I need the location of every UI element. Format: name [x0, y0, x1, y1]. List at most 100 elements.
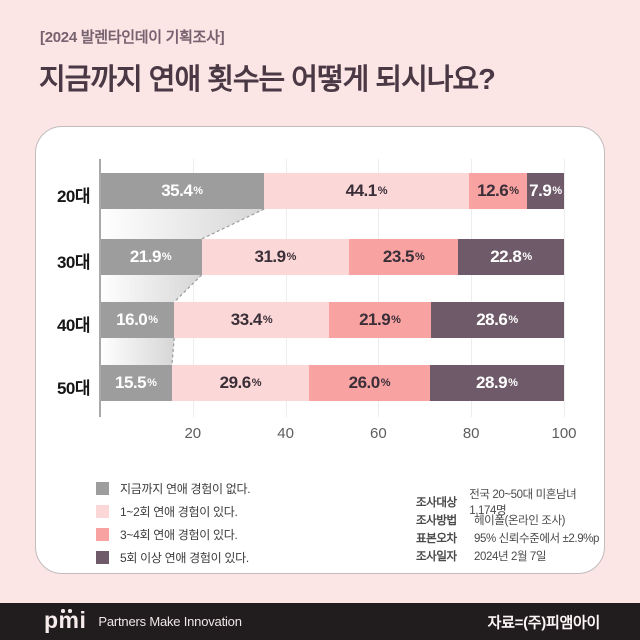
segment-percent-sign: % [262, 314, 273, 326]
gridline [564, 159, 565, 417]
footer-tagline: Partners Make Innovation [98, 614, 242, 629]
segment-value: 28.6 [476, 310, 508, 329]
segment-percent-sign: % [161, 251, 172, 263]
category-label: 40대 [56, 316, 91, 335]
segment-percent-sign: % [148, 314, 159, 326]
survey-info-value: 전국 20~50대 미혼남녀 1,174명 [469, 489, 577, 517]
x-tick-label: 80 [462, 425, 480, 442]
chart-legend: 지금까지 연애 경험이 없다. 1~2회 연애 경험이 있다. 3~4회 연애 경험… [96, 477, 251, 569]
segment-value: 44.1 [345, 181, 378, 200]
chart-card: 35.4% 44.1% 12.6% 7.9% 21.9% 31.9% 23.5% 22.8% 1… [35, 126, 605, 574]
survey-info-row: 표본오차 95% 신뢰수준에서 ±2.9%p [416, 529, 604, 547]
category-label: 50대 [56, 379, 91, 398]
segment-percent-sign: % [415, 251, 425, 263]
survey-info-row: 조사방법 헤이폴(온라인 조사) [416, 511, 604, 529]
gridline [285, 159, 287, 417]
survey-info-value: 헤이폴(온라인 조사) [474, 515, 566, 527]
survey-info-label: 표본오차 [416, 533, 457, 545]
bar-segment: 7.9% [527, 173, 564, 209]
gridline [378, 159, 380, 417]
segment-percent-sign: % [377, 185, 388, 197]
segment-percent-sign: % [193, 185, 204, 197]
bar-segment: 23.5% [349, 239, 459, 275]
bar-segment: 21.9% [100, 239, 202, 275]
segment-percent-sign: % [508, 314, 519, 326]
segment-value: 22.8 [490, 247, 522, 266]
segment-value: 28.9 [475, 373, 508, 392]
bar-row: 21.9% 31.9% 23.5% 22.8% [100, 239, 564, 275]
bar-chart-plot: 35.4% 44.1% 12.6% 7.9% 21.9% 31.9% 23.5% 22.8% 1… [99, 159, 577, 442]
category-label: 20대 [56, 187, 91, 206]
legend-swatch [96, 505, 109, 518]
footer-bar: pmi Partners Make Innovation 자료=(주)피앰아이 [0, 603, 640, 640]
segment-value: 26.0 [348, 373, 381, 392]
segment-value: 7.9 [529, 181, 552, 200]
pmi-logo: pmi [44, 609, 86, 633]
segment-percent-sign: % [522, 251, 533, 263]
legend-item: 3~4회 연애 경험이 있다. [96, 523, 250, 546]
segment-value: 21.9 [359, 310, 391, 329]
segment-percent-sign: % [147, 377, 157, 389]
segment-value: 21.9 [129, 247, 162, 266]
survey-info-row: 조사대상 전국 20~50대 미혼남녀 1,174명 [416, 489, 604, 517]
bar-segment: 15.5% [100, 365, 172, 401]
legend-swatch [96, 551, 109, 564]
legend-item: 5회 이상 연애 경험이 있다. [96, 546, 250, 569]
bar-segment: 31.9% [201, 239, 350, 275]
bar-segment: 26.0% [309, 365, 430, 401]
bar-row: 16.0% 33.4% 21.9% 28.6% [100, 302, 564, 338]
bar-segment: 21.9% [329, 302, 431, 338]
survey-info-label: 조사대상 [416, 497, 457, 509]
bar-segment: 16.0% [100, 302, 175, 338]
bar-segment: 12.6% [468, 173, 528, 209]
y-axis-line [99, 159, 101, 417]
survey-info-label: 조사방법 [416, 515, 457, 527]
segment-value: 16.0 [116, 310, 148, 329]
logo-dot-icon [68, 609, 72, 613]
bar-segment: 29.6% [171, 365, 310, 401]
x-tick-label: 60 [370, 425, 387, 442]
legend-label: 지금까지 연애 경험이 없다. [120, 482, 251, 496]
bar-segment: 22.8% [458, 239, 564, 275]
survey-info-value: 2024년 2월 7일 [474, 551, 547, 563]
legend-item: 지금까지 연애 경험이 없다. [96, 477, 251, 500]
segment-percent-sign: % [508, 377, 518, 389]
segment-value: 15.5 [115, 373, 147, 392]
segment-value: 31.9 [254, 247, 287, 266]
survey-info-label: 조사일자 [416, 551, 457, 563]
bar-segment: 28.6% [430, 302, 564, 338]
bar-segment: 28.9% [429, 365, 564, 401]
category-label: 30대 [56, 253, 91, 272]
bar-row: 15.5% 29.6% 26.0% 28.9% [100, 365, 564, 401]
bar-segment: 44.1% [264, 173, 469, 209]
legend-label: 3~4회 연애 경험이 있다. [120, 528, 238, 542]
segment-value: 33.4 [230, 310, 263, 329]
survey-kicker: [2024 발렌타인데이 기획조사] [40, 29, 225, 46]
survey-info-row: 조사일자 2024년 2월 7일 [416, 547, 604, 565]
segment-percent-sign: % [380, 377, 391, 389]
bar-row: 35.4% 44.1% 12.6% 7.9% [100, 173, 564, 209]
bar-segment: 33.4% [174, 302, 330, 338]
legend-label: 1~2회 연애 경험이 있다. [120, 505, 238, 519]
connector-shape [100, 338, 175, 365]
survey-info-value: 95% 신뢰수준에서 ±2.9%p [474, 533, 600, 545]
gridline [471, 159, 473, 417]
x-tick-label: 100 [551, 425, 577, 442]
x-tick-label: 40 [277, 425, 294, 442]
connector-shape [100, 209, 265, 239]
segment-value: 23.5 [382, 247, 415, 266]
page-title: 지금까지 연애 횟수는 어떻게 되시나요? [39, 64, 496, 96]
segment-value: 35.4 [161, 181, 193, 200]
bar-segment: 35.4% [100, 173, 265, 209]
legend-swatch [96, 528, 109, 541]
segment-percent-sign: % [251, 377, 262, 389]
segment-percent-sign: % [286, 251, 297, 263]
legend-label: 5회 이상 연애 경험이 있다. [120, 551, 249, 565]
data-source-credit: 자료=(주)피앰아이 [487, 614, 601, 631]
segment-percent-sign: % [391, 314, 401, 326]
segment-value: 12.6 [477, 181, 509, 200]
legend-item: 1~2회 연애 경험이 있다. [96, 500, 250, 523]
x-tick-label: 20 [184, 425, 202, 442]
segment-percent-sign: % [552, 185, 563, 197]
